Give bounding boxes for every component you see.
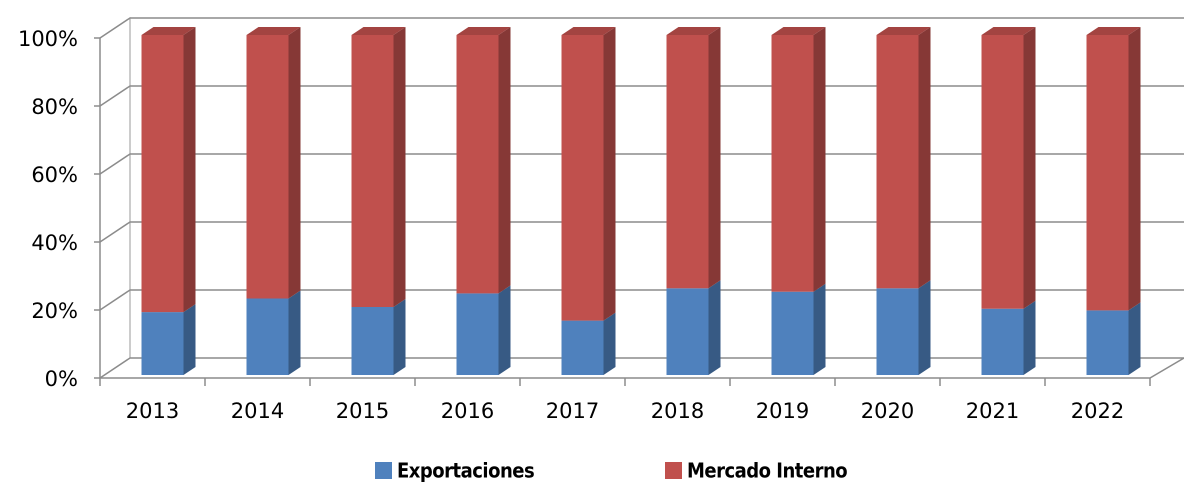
y-tick-label: 40%	[31, 231, 78, 255]
bar	[771, 291, 814, 375]
grid-line	[99, 17, 1184, 39]
legend-label: Mercado Interno	[687, 459, 847, 483]
y-tick-label: 100%	[18, 27, 78, 51]
bar-top	[1086, 27, 1141, 35]
bar	[771, 35, 814, 292]
bar-top	[246, 27, 301, 35]
bar-side	[1023, 27, 1036, 309]
bar-side	[603, 312, 616, 375]
legend-swatch	[375, 462, 392, 479]
bar	[666, 35, 709, 289]
bar	[351, 35, 394, 307]
x-tick-label: 2014	[231, 399, 284, 423]
x-tick-label: 2018	[651, 399, 704, 423]
bar-top	[666, 27, 721, 35]
bar	[246, 35, 289, 299]
bar	[1086, 35, 1129, 311]
bar-side	[708, 27, 721, 289]
bar	[456, 35, 499, 294]
bar-side	[393, 299, 406, 375]
grid-line	[99, 153, 1184, 175]
x-tick-label: 2016	[441, 399, 494, 423]
grid-line	[99, 221, 1184, 243]
x-tick-label: 2017	[546, 399, 599, 423]
bar-side	[393, 27, 406, 307]
bar	[981, 35, 1024, 309]
bar	[246, 298, 289, 375]
bar	[876, 288, 919, 375]
bar	[141, 312, 184, 375]
legend-swatch	[665, 462, 682, 479]
y-tick-label: 0%	[45, 367, 78, 391]
bar	[351, 307, 394, 375]
bar	[141, 35, 184, 313]
bar-side	[813, 283, 826, 375]
bar-side	[708, 280, 721, 375]
legend-label: Exportaciones	[397, 459, 534, 483]
x-tick-label: 2013	[126, 399, 179, 423]
grid-line	[99, 85, 1184, 107]
y-tick-label: 60%	[31, 163, 78, 187]
bar-top	[351, 27, 406, 35]
x-tick-label: 2019	[756, 399, 809, 423]
bar-side	[1128, 302, 1141, 375]
bar-side	[918, 280, 931, 375]
bar-side	[498, 285, 511, 375]
bar-top	[456, 27, 511, 35]
x-tick-label: 2021	[966, 399, 1019, 423]
x-tick-label: 2020	[861, 399, 914, 423]
bar	[561, 320, 604, 375]
bar-side	[288, 27, 301, 299]
bar-side	[1128, 27, 1141, 311]
bar-side	[1023, 300, 1036, 375]
bar	[981, 308, 1024, 375]
y-tick-label: 20%	[31, 299, 78, 323]
bar-side	[918, 27, 931, 289]
bar-top	[876, 27, 931, 35]
bar	[666, 288, 709, 375]
bar-side	[183, 27, 196, 313]
x-tick-label: 2022	[1071, 399, 1124, 423]
y-tick-label: 80%	[31, 95, 78, 119]
back-wall	[99, 17, 131, 379]
bar-top	[561, 27, 616, 35]
bar	[561, 35, 604, 321]
bar	[456, 293, 499, 375]
grid-line	[99, 357, 1184, 379]
bar-side	[288, 290, 301, 375]
bar	[876, 35, 919, 289]
grid-line	[99, 289, 1184, 311]
bar-side	[813, 27, 826, 292]
bar-top	[981, 27, 1036, 35]
bar-top	[771, 27, 826, 35]
bar	[1086, 310, 1129, 375]
x-tick-label: 2015	[336, 399, 389, 423]
bar-top	[141, 27, 196, 35]
bar-side	[498, 27, 511, 294]
bar-side	[603, 27, 616, 321]
bar-side	[183, 304, 196, 375]
